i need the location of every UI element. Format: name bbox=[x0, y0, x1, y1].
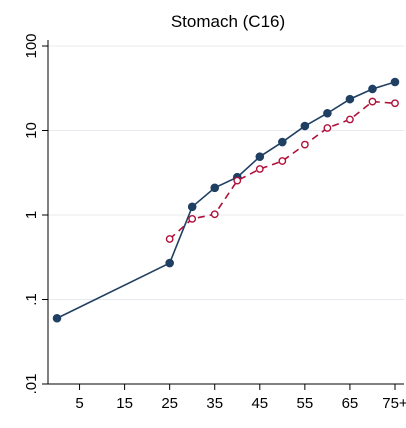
data-point bbox=[300, 121, 310, 131]
x-tick-label: 75+ bbox=[382, 395, 406, 412]
data-point bbox=[255, 152, 265, 161]
x-tick-label: 65 bbox=[342, 395, 359, 412]
data-point bbox=[187, 202, 197, 212]
data-point bbox=[278, 137, 287, 147]
x-tick-label: 35 bbox=[206, 395, 223, 412]
y-tick-label: 100 bbox=[23, 33, 40, 58]
axes: 100 10 1 .1 .01 5 15 25 35 45 55 65 75+ bbox=[23, 33, 406, 412]
series-1 bbox=[52, 77, 400, 323]
data-point bbox=[345, 94, 355, 104]
data-point bbox=[323, 108, 332, 118]
data-point bbox=[165, 258, 174, 268]
data-point bbox=[210, 210, 219, 219]
data-point bbox=[165, 235, 174, 243]
data-point bbox=[52, 313, 62, 323]
data-point bbox=[255, 165, 264, 173]
y-tick-label: 10 bbox=[23, 122, 40, 139]
data-point bbox=[210, 183, 220, 193]
data-point bbox=[323, 124, 332, 132]
x-tick-label: 25 bbox=[161, 395, 178, 412]
x-tick-label: 55 bbox=[297, 395, 314, 412]
series-line bbox=[169, 100, 396, 240]
x-tick-label: 5 bbox=[75, 395, 83, 412]
data-point bbox=[346, 115, 354, 124]
data-point bbox=[278, 157, 287, 165]
y-tick-label: .1 bbox=[23, 293, 40, 306]
y-tick-label: .01 bbox=[23, 374, 40, 395]
data-point bbox=[233, 176, 242, 185]
data-point bbox=[368, 84, 377, 94]
series-line bbox=[56, 81, 396, 319]
y-tick-label: 1 bbox=[23, 211, 40, 219]
data-point bbox=[391, 99, 399, 108]
data-point bbox=[300, 140, 309, 149]
data-point bbox=[390, 77, 400, 87]
series-2 bbox=[165, 97, 399, 243]
data-point bbox=[188, 214, 197, 223]
x-tick-label: 15 bbox=[116, 395, 133, 412]
series-layer bbox=[52, 77, 400, 323]
x-tick-label: 45 bbox=[251, 395, 268, 412]
data-point bbox=[368, 97, 377, 106]
chart-title: Stomach (C16) bbox=[171, 12, 285, 31]
